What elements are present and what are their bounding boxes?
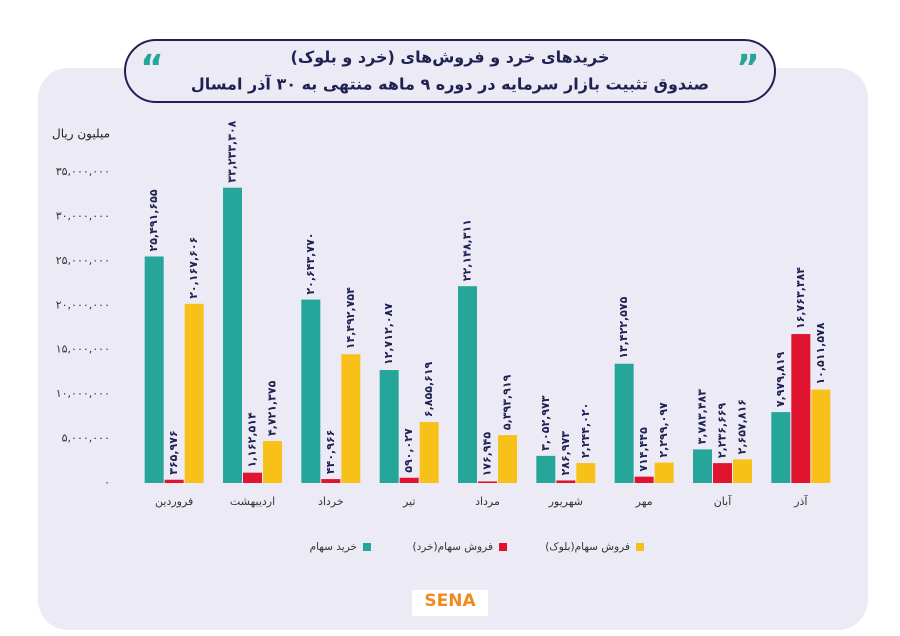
value-label: ۲۰,۶۴۳,۷۷۰ bbox=[304, 232, 317, 294]
logo-box bbox=[412, 590, 488, 616]
x-tick-label: آذر bbox=[793, 494, 808, 508]
bar bbox=[144, 256, 164, 483]
value-label: ۲,۶۵۷,۸۱۶ bbox=[736, 399, 749, 454]
quote-mark: ” bbox=[736, 48, 760, 89]
value-label: ۱۳,۴۲۲,۵۷۵ bbox=[617, 296, 630, 358]
bar bbox=[654, 462, 674, 483]
bar bbox=[223, 187, 242, 484]
value-label: ۷۱۴,۴۴۵ bbox=[637, 427, 650, 472]
value-label: ۳۳,۲۳۳,۳۰۸ bbox=[226, 120, 239, 182]
value-label: ۲۸۶,۹۷۳ bbox=[559, 431, 572, 476]
legend-swatch bbox=[363, 543, 371, 551]
bar bbox=[243, 472, 262, 483]
title-box bbox=[124, 39, 776, 103]
chart-subtitle: صندوق تثبیت بازار سرمایه در دوره ۹ ماهه … bbox=[191, 74, 709, 94]
bar bbox=[693, 449, 712, 483]
chart-title: خریدهای خرد و فروش‌های (خرد و بلوک) bbox=[291, 48, 610, 67]
quote-mark: “ bbox=[140, 48, 164, 89]
bar bbox=[341, 354, 361, 483]
value-label: ۲۲,۱۴۸,۳۱۱ bbox=[461, 219, 474, 281]
value-label: ۱,۱۶۲,۵۱۴ bbox=[246, 412, 259, 468]
x-tick-label: خرداد bbox=[318, 495, 344, 508]
x-tick-label: تیر bbox=[402, 495, 415, 508]
value-label: ۶,۸۵۵,۶۱۹ bbox=[422, 361, 435, 417]
value-label: ۲۰,۱۶۷,۶۰۶ bbox=[187, 237, 200, 299]
value-label: ۱۰,۵۱۱,۵۷۸ bbox=[814, 322, 827, 384]
y-axis-label: میلیون ریال bbox=[52, 127, 110, 142]
value-label: ۵۹۰,۰۲۷ bbox=[402, 428, 415, 473]
bar bbox=[399, 477, 419, 483]
y-tick-label: ۰ bbox=[104, 476, 110, 489]
legend-swatch bbox=[636, 543, 644, 551]
value-label: ۷,۹۷۹,۸۱۹ bbox=[774, 351, 787, 407]
bar bbox=[811, 389, 831, 483]
value-label: ۲,۲۴۴,۰۲۰ bbox=[579, 403, 592, 458]
y-tick-label: ۳۵,۰۰۰,۰۰۰ bbox=[56, 165, 110, 178]
value-label: ۲۵,۴۹۱,۶۵۵ bbox=[147, 189, 160, 251]
value-label: ۴۴۰,۹۶۶ bbox=[324, 430, 337, 474]
value-label: ۳,۰۵۲,۹۷۳ bbox=[539, 395, 552, 451]
y-tick-label: ۳۰,۰۰۰,۰۰۰ bbox=[56, 209, 110, 222]
bar bbox=[498, 435, 517, 483]
bar bbox=[184, 303, 204, 483]
x-tick-label: اردیبهشت bbox=[230, 495, 275, 508]
x-tick-label: فروردین bbox=[155, 495, 193, 508]
bar bbox=[458, 286, 477, 483]
value-label: ۱۷۶,۹۴۵ bbox=[481, 432, 494, 477]
value-label: ۵,۳۹۳,۹۱۹ bbox=[501, 374, 514, 430]
value-label: ۱۴,۴۹۲,۷۵۴ bbox=[344, 287, 357, 349]
value-label: ۲,۲۳۶,۶۶۹ bbox=[716, 402, 729, 458]
bar bbox=[164, 479, 184, 483]
bar bbox=[536, 455, 556, 483]
bar bbox=[614, 363, 634, 483]
bar bbox=[263, 441, 282, 483]
value-label: ۴,۷۲۱,۳۷۵ bbox=[266, 380, 279, 436]
legend-label: فروش سهام(خرد) bbox=[412, 541, 493, 553]
bar bbox=[301, 299, 321, 483]
x-tick-label: مهر bbox=[635, 495, 653, 508]
y-tick-label: ۲۵,۰۰۰,۰۰۰ bbox=[56, 254, 110, 267]
value-label: ۳,۷۸۳,۴۸۳ bbox=[696, 389, 709, 445]
legend-swatch bbox=[499, 543, 507, 551]
bar bbox=[634, 476, 654, 483]
bar bbox=[733, 459, 752, 483]
y-tick-label: ۵,۰۰۰,۰۰۰ bbox=[62, 432, 110, 445]
bar bbox=[556, 480, 576, 483]
bar bbox=[713, 463, 732, 483]
value-label: ۱۲,۷۱۲,۰۸۷ bbox=[382, 303, 395, 365]
bar bbox=[576, 463, 596, 483]
legend-label: خرید سهام bbox=[310, 541, 357, 553]
x-tick-label: شهریور bbox=[548, 495, 583, 508]
panel bbox=[38, 68, 868, 630]
bar bbox=[791, 334, 811, 483]
y-tick-label: ۱۵,۰۰۰,۰۰۰ bbox=[56, 343, 110, 356]
x-tick-label: مرداد bbox=[475, 495, 500, 508]
bar bbox=[478, 481, 497, 483]
y-tick-label: ۱۰,۰۰۰,۰۰۰ bbox=[56, 387, 110, 400]
bar bbox=[321, 479, 341, 483]
logo: SENA bbox=[424, 591, 476, 611]
bar bbox=[771, 412, 791, 483]
legend-label: فروش سهام(بلوک) bbox=[545, 541, 630, 553]
x-tick-label: آبان bbox=[714, 494, 732, 508]
value-label: ۲,۲۹۹,۰۹۷ bbox=[657, 402, 670, 458]
value-label: ۳۶۵,۹۷۶ bbox=[167, 430, 180, 474]
bar bbox=[419, 422, 439, 483]
y-tick-label: ۲۰,۰۰۰,۰۰۰ bbox=[56, 298, 110, 311]
value-label: ۱۶,۷۶۳,۳۸۴ bbox=[794, 267, 807, 329]
bar bbox=[379, 370, 399, 483]
